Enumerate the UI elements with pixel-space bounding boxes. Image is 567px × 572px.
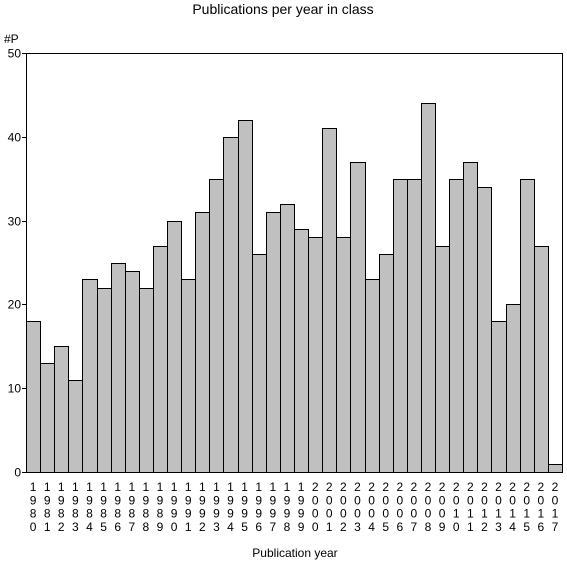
bar-1985 — [97, 288, 112, 473]
bar-2014 — [506, 304, 521, 473]
bar-2002 — [336, 237, 351, 473]
bar-2013 — [491, 321, 507, 473]
bar-1996 — [252, 254, 267, 473]
bar-2001 — [322, 128, 337, 473]
y-tick-label: 40 — [8, 131, 22, 145]
bar-2009 — [435, 246, 450, 473]
bar-1998 — [280, 204, 295, 473]
bar-2017 — [548, 464, 563, 473]
bar-2005 — [379, 254, 394, 473]
y-tick-label: 20 — [8, 298, 22, 312]
bar-2000 — [308, 237, 323, 473]
bar-1993 — [209, 179, 224, 473]
bars — [26, 103, 563, 473]
bar-1989 — [153, 246, 168, 473]
y-tick-label: 50 — [8, 47, 22, 61]
y-tick-label: 0 — [14, 466, 21, 480]
bar-2011 — [463, 162, 478, 473]
bar-1990 — [167, 221, 182, 473]
x-axis: 1 9 8 0 1 9 8 1 1 9 8 2 1 9 8 3 1 9 8 4 1 9 8 5 1 9 8 6 1 9 8 7 1 9 8 8 1 9 8 9… — [30, 480, 559, 534]
y-tick-label: 30 — [8, 215, 22, 229]
bar-2003 — [350, 162, 366, 473]
bar-1991 — [181, 279, 196, 473]
bar-2010 — [449, 179, 464, 473]
bar-1980 — [26, 321, 41, 473]
plot-frame — [26, 53, 563, 473]
bar-2008 — [421, 103, 436, 473]
bar-1984 — [82, 279, 98, 473]
bar-1994 — [223, 137, 239, 473]
x-axis-label: Publication year — [252, 546, 337, 560]
y-tick-label: 10 — [8, 382, 22, 396]
chart-title: Publications per year in class — [192, 1, 373, 17]
bar-1981 — [40, 363, 55, 473]
bar-2015 — [520, 179, 535, 473]
bar-2007 — [407, 179, 422, 473]
bar-2016 — [534, 246, 549, 473]
bar-1987 — [125, 271, 140, 473]
bar-1982 — [54, 346, 69, 473]
bar-2012 — [477, 187, 492, 473]
bar-2004 — [365, 279, 380, 473]
bar-2006 — [393, 179, 408, 473]
bar-1997 — [266, 212, 281, 473]
bar-1986 — [111, 263, 126, 473]
bar-1992 — [195, 212, 210, 473]
bar-1983 — [68, 380, 83, 473]
y-axis-label: #P — [4, 32, 19, 46]
bar-1988 — [139, 288, 154, 473]
bar-1995 — [238, 120, 253, 473]
bar-1999 — [294, 229, 309, 473]
y-axis: 0 10 20 30 40 50 — [8, 47, 26, 480]
